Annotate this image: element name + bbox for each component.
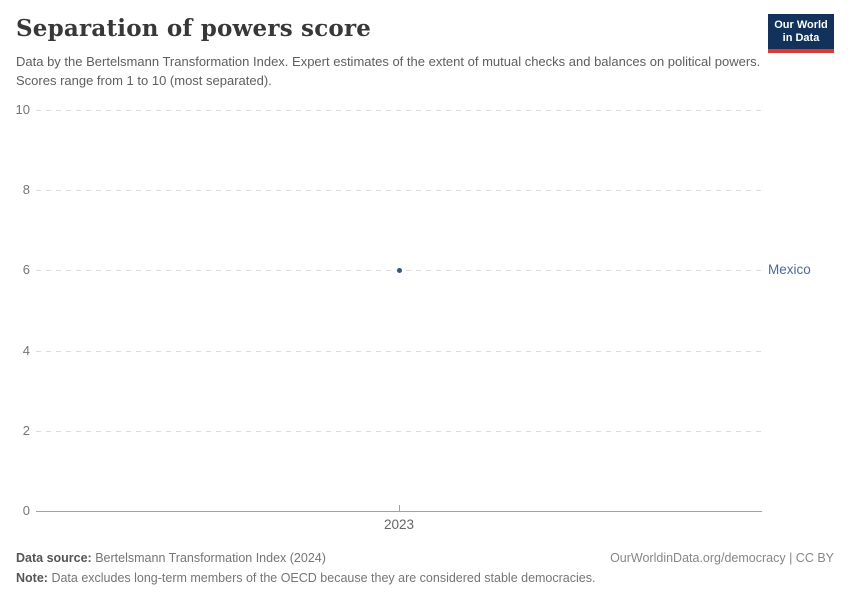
y-tick-label: 4: [22, 343, 30, 358]
owid-logo-line1: Our World: [774, 19, 828, 31]
page-title: Separation of powers score: [16, 15, 372, 42]
gridline: [36, 110, 762, 111]
owid-logo[interactable]: Our World in Data: [768, 14, 834, 53]
datasource-label: Data source:: [16, 551, 92, 565]
entity-label[interactable]: Mexico: [768, 262, 811, 278]
y-tick-label: 10: [15, 102, 30, 117]
footer-row-1: Data source: Bertelsmann Transformation …: [16, 548, 834, 568]
data-point[interactable]: [396, 267, 402, 273]
y-tick-label: 0: [22, 503, 30, 518]
note-label: Note:: [16, 571, 48, 585]
page-subtitle: Data by the Bertelsmann Transformation I…: [16, 54, 761, 88]
owid-logo-line2: in Data: [782, 32, 820, 44]
gridline: [36, 351, 762, 352]
x-tick-label: 2023: [383, 517, 415, 532]
datasource-line: Data source: Bertelsmann Transformation …: [16, 548, 326, 568]
x-axis-line: [36, 511, 762, 512]
datasource-link[interactable]: Bertelsmann Transformation Index (2024): [95, 551, 326, 565]
y-tick-label: 8: [22, 182, 30, 197]
chart-footer: Data source: Bertelsmann Transformation …: [16, 548, 834, 588]
license-link[interactable]: OurWorldinData.org/democracy | CC BY: [610, 551, 834, 565]
gridline: [36, 431, 762, 432]
gridline: [36, 190, 762, 191]
y-tick-label: 2: [22, 423, 30, 438]
owid-logo-accent-bar: [768, 49, 834, 53]
note-line: Note: Data excludes long-term members of…: [16, 568, 834, 588]
y-tick-label: 6: [22, 262, 30, 277]
owid-logo-text: Our World in Data: [768, 14, 834, 49]
note-text: Data excludes long-term members of the O…: [51, 571, 596, 585]
x-tick: [399, 505, 400, 511]
